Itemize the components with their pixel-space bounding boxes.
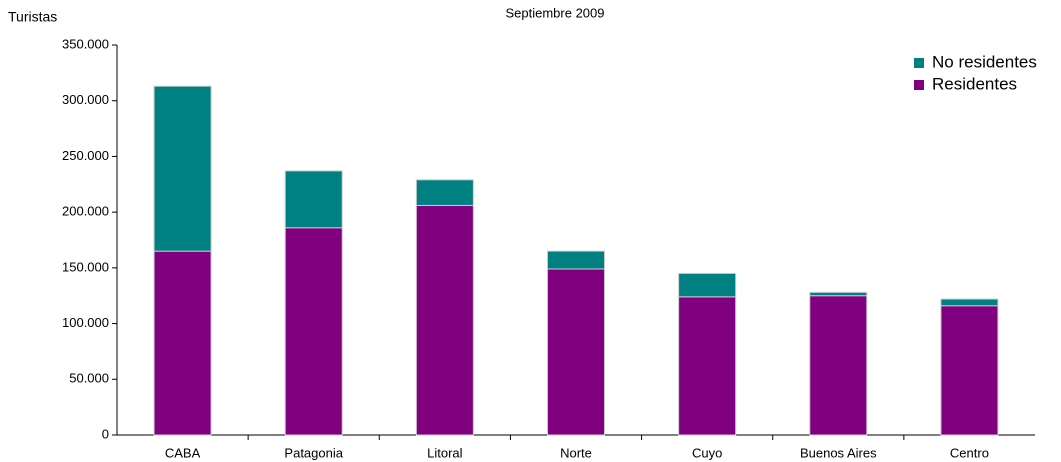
y-tick-label: 250.000 — [62, 148, 109, 163]
y-tick-label: 200.000 — [62, 204, 109, 219]
bar-segment — [284, 170, 343, 229]
bar-segment — [940, 298, 999, 307]
y-axis-label: Turistas — [8, 9, 57, 25]
x-tick-label: Centro — [950, 445, 989, 460]
x-tick-label: Buenos Aires — [800, 445, 877, 460]
bar-segment — [284, 227, 343, 436]
x-tick-label: CABA — [165, 445, 201, 460]
y-tick-label: 350.000 — [62, 36, 109, 51]
bar-segment — [153, 250, 212, 436]
bar-segment — [153, 85, 212, 252]
x-tick-label: Litoral — [427, 445, 463, 460]
y-tick-label: 0 — [102, 426, 109, 441]
chart-subtitle: Septiembre 2009 — [505, 5, 604, 20]
y-tick-label: 100.000 — [62, 315, 109, 330]
x-tick-label: Patagonia — [284, 445, 343, 460]
y-tick-label: 150.000 — [62, 259, 109, 274]
bar-segment — [415, 204, 474, 436]
bar-segment — [809, 291, 868, 297]
x-tick-label: Norte — [560, 445, 592, 460]
x-tick-label: Cuyo — [692, 445, 722, 460]
bar-segment — [547, 250, 605, 270]
bar-segment — [678, 296, 737, 436]
legend-label: Residentes — [932, 74, 1017, 93]
bar-segment — [547, 268, 605, 436]
bar-segment — [678, 272, 737, 298]
legend-label: No residentes — [932, 52, 1037, 71]
bar-segment — [415, 179, 474, 206]
bar-segment — [940, 305, 999, 436]
legend-swatch — [914, 58, 924, 68]
y-tick-label: 50.000 — [69, 371, 109, 386]
y-tick-label: 300.000 — [62, 92, 109, 107]
legend-swatch — [914, 80, 924, 90]
bar-segment — [809, 295, 868, 436]
